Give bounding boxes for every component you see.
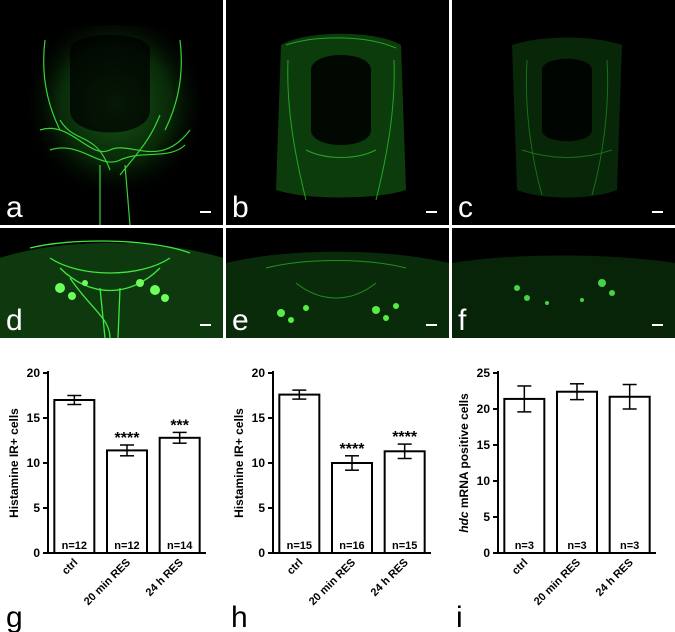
y-tick-label: 15 <box>477 438 491 452</box>
panel-label: e <box>232 304 249 337</box>
significance-label: **** <box>115 430 141 447</box>
category-label: 24 h RES <box>369 557 411 599</box>
n-label: n=12 <box>62 540 87 552</box>
y-axis-label: hdc mRNA positive cells <box>457 393 471 533</box>
micrograph-b-image <box>226 0 449 225</box>
n-label: n=14 <box>167 540 193 552</box>
bar <box>503 397 546 554</box>
category-label: 20 min RES <box>82 557 133 608</box>
y-axis-label-text: mRNA positive cells <box>457 393 471 512</box>
scale-bar <box>652 324 663 326</box>
micrograph-e-image <box>226 228 449 338</box>
micrograph-a-image <box>0 0 223 225</box>
bar <box>331 462 373 554</box>
y-tick-label: 10 <box>27 456 41 470</box>
micrograph-f: f <box>452 228 675 338</box>
panel-label: d <box>6 304 23 337</box>
y-tick-label: 5 <box>258 501 265 515</box>
panel-label: h <box>231 601 248 632</box>
y-tick-label: 20 <box>27 366 41 380</box>
micrograph-c-image <box>452 0 675 225</box>
micrograph-a: a <box>0 0 223 225</box>
panel-label: c <box>458 191 473 224</box>
y-tick-label: 20 <box>252 366 266 380</box>
y-axis-label-text: Histamine IR+ cells <box>232 408 246 518</box>
panel-label: f <box>458 304 467 337</box>
category-label: 24 h RES <box>144 557 186 599</box>
micrograph-d: d <box>0 228 223 338</box>
y-tick-label: 0 <box>258 546 265 560</box>
bar <box>106 449 148 554</box>
y-tick-label: 10 <box>252 456 266 470</box>
category-label: ctrl <box>510 557 531 578</box>
y-axis-label-text: Histamine IR+ cells <box>7 408 21 518</box>
chart-i: hdc mRNA positive cells 0 5 10 15 20 25 n=3 ctrl… <box>450 345 675 632</box>
panel-label: i <box>456 601 463 632</box>
y-tick-label: 20 <box>477 402 491 416</box>
significance-label: **** <box>392 429 418 446</box>
n-label: n=12 <box>114 540 139 552</box>
significance-label: **** <box>340 441 366 458</box>
bar-chart-i: hdc mRNA positive cells 0 5 10 15 20 25 n=3 ctrl… <box>456 366 656 632</box>
micrograph-e: e <box>226 228 449 338</box>
bar <box>158 436 201 554</box>
y-tick-label: 15 <box>27 411 41 425</box>
y-axis-label: Histamine IR+ cells <box>7 408 21 518</box>
bar-chart-g: Histamine IR+ cells 0 5 10 15 20 n=12 ctrl **** n… <box>6 366 206 632</box>
chart-g: Histamine IR+ cells 0 5 10 15 20 n=12 ctrl **** n… <box>0 345 225 632</box>
micrograph-f-image <box>452 228 675 338</box>
y-tick-label: 0 <box>33 546 40 560</box>
y-tick-label: 15 <box>252 411 266 425</box>
n-label: n=15 <box>392 540 417 552</box>
bar <box>556 390 598 554</box>
category-label: 20 min RES <box>532 557 583 608</box>
bar <box>608 395 651 555</box>
scale-bar <box>426 211 437 213</box>
y-tick-label: 0 <box>483 546 490 560</box>
category-label: 20 min RES <box>307 557 358 608</box>
micrograph-d-image <box>0 228 223 338</box>
n-label: n=3 <box>515 540 534 552</box>
bar <box>278 393 321 554</box>
scale-bar <box>200 211 211 213</box>
category-label: 24 h RES <box>594 557 636 599</box>
category-label: ctrl <box>60 557 81 578</box>
significance-label: *** <box>170 417 189 434</box>
y-tick-label: 10 <box>477 474 491 488</box>
bar <box>53 399 96 554</box>
n-label: n=16 <box>339 540 364 552</box>
bar-chart-h: Histamine IR+ cells 0 5 10 15 20 n=15 ctrl **** n… <box>231 366 431 632</box>
scale-bar <box>200 324 211 326</box>
bar <box>383 450 426 554</box>
category-label: ctrl <box>285 557 306 578</box>
scale-bar <box>652 211 663 213</box>
scale-bar <box>426 324 437 326</box>
n-label: n=15 <box>287 540 312 552</box>
y-tick-label: 5 <box>483 510 490 524</box>
y-axis-label-italic: hdc <box>457 511 471 533</box>
y-tick-label: 25 <box>477 366 491 380</box>
n-label: n=3 <box>620 540 639 552</box>
n-label: n=3 <box>567 540 586 552</box>
micrograph-c: c <box>452 0 675 225</box>
y-tick-label: 5 <box>33 501 40 515</box>
panel-label: a <box>6 191 23 224</box>
panel-label: g <box>6 601 23 632</box>
micrograph-b: b <box>226 0 449 225</box>
y-axis-label: Histamine IR+ cells <box>232 408 246 518</box>
chart-h: Histamine IR+ cells 0 5 10 15 20 n=15 ctrl **** n… <box>225 345 450 632</box>
panel-label: b <box>232 191 249 224</box>
